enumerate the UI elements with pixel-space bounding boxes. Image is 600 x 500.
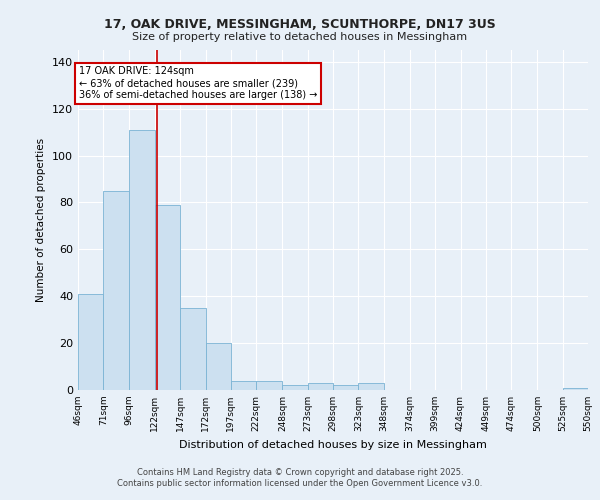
Bar: [358, 383, 383, 390]
Bar: [563, 388, 588, 390]
Bar: [128, 130, 155, 390]
X-axis label: Distribution of detached houses by size in Messingham: Distribution of detached houses by size …: [179, 440, 487, 450]
Bar: [180, 308, 205, 390]
Bar: [231, 380, 256, 390]
Bar: [103, 190, 128, 390]
Bar: [78, 294, 103, 390]
Bar: [155, 205, 180, 390]
Bar: [256, 380, 283, 390]
Bar: [205, 343, 231, 390]
Text: 17 OAK DRIVE: 124sqm
← 63% of detached houses are smaller (239)
36% of semi-deta: 17 OAK DRIVE: 124sqm ← 63% of detached h…: [79, 66, 317, 100]
Bar: [333, 386, 358, 390]
Text: Size of property relative to detached houses in Messingham: Size of property relative to detached ho…: [133, 32, 467, 42]
Bar: [283, 386, 308, 390]
Bar: [308, 383, 333, 390]
Text: Contains HM Land Registry data © Crown copyright and database right 2025.
Contai: Contains HM Land Registry data © Crown c…: [118, 468, 482, 487]
Text: 17, OAK DRIVE, MESSINGHAM, SCUNTHORPE, DN17 3US: 17, OAK DRIVE, MESSINGHAM, SCUNTHORPE, D…: [104, 18, 496, 30]
Y-axis label: Number of detached properties: Number of detached properties: [37, 138, 46, 302]
